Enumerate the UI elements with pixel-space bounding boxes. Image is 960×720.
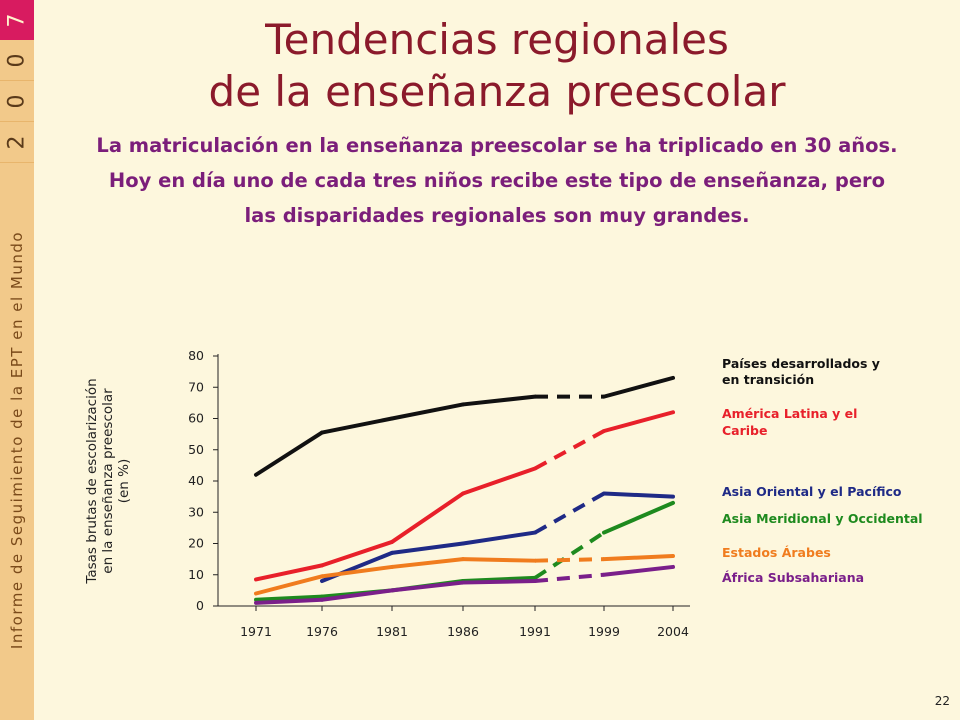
legend-label: América Latina y el	[722, 406, 857, 421]
series-segment	[254, 563, 324, 582]
series-segment	[254, 597, 324, 605]
x-tick-label: 1999	[588, 624, 620, 639]
y-tick-label: 60	[188, 411, 204, 426]
year-digit-box: 0	[0, 81, 34, 122]
legend-label: Asia Oriental y el Pacífico	[722, 484, 902, 499]
y-axis-label: Tasas brutas de escolarización	[84, 378, 100, 584]
y-axis-label: (en %)	[116, 459, 132, 504]
page-title: Tendencias regionales de la enseñanza pr…	[34, 14, 960, 118]
series-segment	[390, 557, 465, 569]
y-tick-label: 40	[188, 473, 204, 488]
y-tick-label: 80	[188, 348, 204, 363]
y-tick-label: 20	[188, 536, 204, 551]
series-segment	[602, 564, 675, 577]
sidebar: 7 0 0 2 Informe de Seguimiento de la EPT…	[0, 0, 34, 720]
series-segment	[390, 541, 465, 555]
y-tick-label: 50	[188, 442, 204, 457]
x-tick-label: 1976	[306, 624, 338, 639]
series-segment	[461, 530, 537, 546]
x-tick-label: 1991	[519, 624, 551, 639]
series-segment	[254, 594, 324, 602]
series-segment	[534, 491, 605, 535]
subtitle-line: La matriculación en la enseñanza preesco…	[96, 134, 898, 157]
x-tick-label: 1971	[240, 624, 272, 639]
year-digit-box: 0	[0, 40, 34, 81]
series-segment	[602, 554, 675, 562]
subtitle-line: las disparidades regionales son muy gran…	[244, 204, 750, 227]
y-tick-label: 70	[188, 379, 204, 394]
series-segment	[461, 557, 537, 563]
legend-label: en transición	[722, 372, 814, 387]
series-segment	[534, 429, 605, 471]
y-axis-label: en la enseñanza preescolar	[100, 388, 116, 574]
y-tick-label: 10	[188, 567, 204, 582]
series-segment	[320, 416, 394, 435]
x-tick-label: 1981	[376, 624, 408, 639]
series-segment	[254, 574, 324, 596]
series-segment	[320, 588, 394, 602]
legend-label: Caribe	[722, 423, 767, 438]
page-number: 22	[934, 694, 950, 708]
series-segment	[461, 394, 537, 407]
year-digit-box: 2	[0, 122, 34, 163]
y-tick-label: 30	[188, 504, 204, 519]
series-segment	[534, 572, 605, 583]
series-segment	[602, 410, 675, 433]
series-segment	[320, 539, 394, 568]
series-segment	[602, 500, 675, 535]
series-segment	[320, 564, 394, 579]
series-segment	[534, 557, 605, 563]
title-line: de la enseñanza preescolar	[208, 67, 786, 116]
series-segment	[390, 491, 465, 544]
subtitle: La matriculación en la enseñanza preesco…	[34, 128, 960, 233]
legend-label: Asia Meridional y Occidental	[722, 511, 923, 526]
legend-label: Estados Árabes	[722, 545, 831, 560]
series-segment	[461, 466, 537, 496]
series-segment	[390, 402, 465, 421]
year-digit-box: 7	[0, 0, 34, 40]
series-segment	[602, 491, 675, 499]
x-tick-label: 2004	[657, 624, 689, 639]
series-segment	[602, 375, 675, 399]
y-tick-label: 0	[196, 598, 204, 613]
title-line: Tendencias regionales	[265, 15, 729, 64]
x-tick-label: 1986	[447, 624, 479, 639]
legend-label: África Subsahariana	[722, 570, 864, 585]
legend-label: Países desarrollados y	[722, 356, 880, 371]
series-segment	[390, 580, 465, 593]
series-segment	[533, 530, 606, 580]
series-segment	[461, 579, 537, 585]
subtitle-line: Hoy en día uno de cada tres niños recibe…	[108, 169, 886, 192]
series-segment	[254, 430, 324, 477]
